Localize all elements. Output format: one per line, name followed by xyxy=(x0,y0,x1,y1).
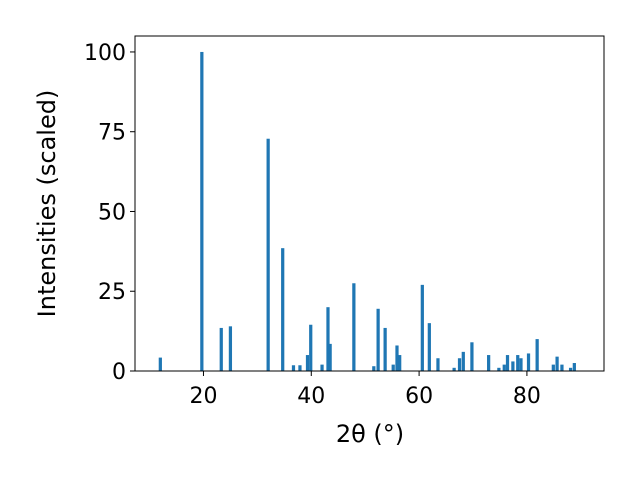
x-tick-label: 60 xyxy=(405,384,433,409)
x-tick-label: 40 xyxy=(297,384,325,409)
bar xyxy=(461,351,465,371)
x-tick-label: 20 xyxy=(189,384,217,409)
bars-group xyxy=(158,51,576,371)
x-axis-label: 2θ (°) xyxy=(336,420,404,448)
y-tick-label: 75 xyxy=(98,121,126,146)
y-tick-label: 50 xyxy=(98,200,126,225)
bar xyxy=(305,355,310,371)
bar xyxy=(219,327,223,371)
bar xyxy=(551,364,555,371)
bar xyxy=(526,353,531,371)
bar xyxy=(572,363,576,371)
bar xyxy=(376,308,380,371)
bar xyxy=(266,138,270,371)
bar xyxy=(326,307,330,371)
bar xyxy=(281,248,285,371)
y-axis-label: Intensities (scaled) xyxy=(33,90,61,318)
bar xyxy=(487,355,491,371)
bar xyxy=(502,364,506,371)
bar xyxy=(200,51,204,371)
bar xyxy=(298,365,302,371)
bar xyxy=(309,324,313,371)
bar xyxy=(457,358,462,371)
plot-frame xyxy=(134,35,605,372)
y-tick-label: 25 xyxy=(98,280,126,305)
bar xyxy=(555,356,559,371)
bar xyxy=(383,327,387,371)
bar xyxy=(505,355,510,371)
bar xyxy=(291,365,296,371)
bar xyxy=(420,284,424,371)
bar xyxy=(470,342,474,371)
bar xyxy=(398,355,402,371)
bar xyxy=(352,283,356,371)
bar xyxy=(372,366,376,371)
y-tick-label: 0 xyxy=(112,360,126,385)
bar xyxy=(158,357,162,371)
bar xyxy=(568,367,573,371)
bar xyxy=(516,355,520,371)
y-axis-ticks: 0 25 50 75 100 xyxy=(84,41,135,385)
x-axis-ticks: 20 40 60 80 xyxy=(189,371,541,409)
bar xyxy=(427,323,431,371)
bar xyxy=(228,326,233,371)
bar xyxy=(395,345,399,371)
x-tick-label: 80 xyxy=(513,384,541,409)
bar xyxy=(391,364,395,371)
bar xyxy=(328,343,332,371)
y-tick-label: 100 xyxy=(84,41,126,66)
bar xyxy=(497,367,501,371)
bar xyxy=(320,364,324,371)
bar xyxy=(519,358,523,371)
bar xyxy=(436,358,440,371)
bar xyxy=(535,339,539,371)
bar xyxy=(560,364,564,371)
bar xyxy=(452,367,456,371)
bar xyxy=(511,361,515,371)
